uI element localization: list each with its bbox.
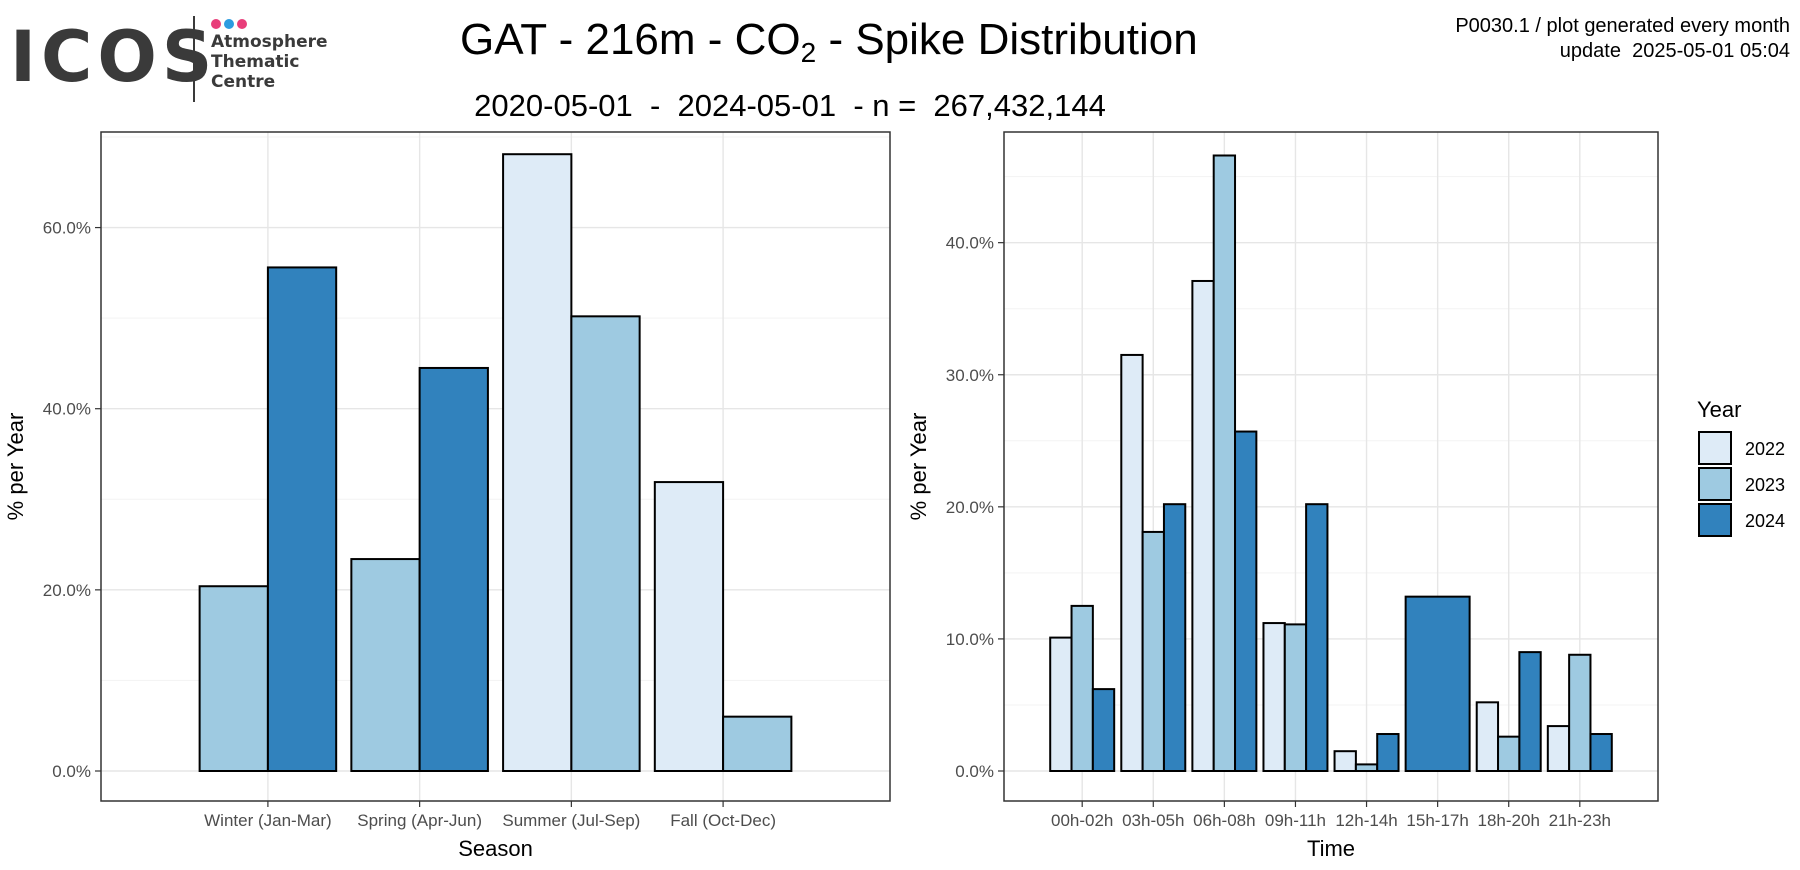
x-tick-label: Fall (Oct-Dec) xyxy=(670,811,776,830)
x-tick-label: Winter (Jan-Mar) xyxy=(204,811,332,830)
chart-title: GAT - 216m - CO2 - Spike Distribution xyxy=(460,15,1198,68)
panel-border xyxy=(100,131,891,802)
legend-title: Year xyxy=(1697,397,1741,422)
y-tick-label: 20.0% xyxy=(946,498,994,517)
bar-2023 xyxy=(350,558,421,773)
bar-2022 xyxy=(1546,725,1571,773)
chart-subtitle: 2020-05-01 - 2024-05-01 - n = 267,432,14… xyxy=(474,88,1106,123)
logo-divider xyxy=(193,16,195,102)
logo-dot xyxy=(211,19,221,29)
x-tick-label: 18h-20h xyxy=(1478,811,1540,830)
bar-2023 xyxy=(1070,604,1094,772)
bar-2024 xyxy=(266,266,338,772)
logo-text: Atmosphere Thematic Centre xyxy=(211,32,328,92)
icos-logo: ICOS Atmosphere Thematic Centre xyxy=(10,14,328,104)
chart-title-subscript: 2 xyxy=(800,37,817,68)
bar-2022 xyxy=(1333,750,1357,772)
bar-2023 xyxy=(1497,735,1521,772)
y-tick-label: 60.0% xyxy=(43,219,91,238)
x-tick-label: 00h-02h xyxy=(1051,811,1113,830)
legend-swatch xyxy=(1698,467,1732,501)
plot-meta: P0030.1 / plot generated every month upda… xyxy=(1455,14,1790,64)
chart-panel-2: 0.0% 10.0% 20.0% 30.0% 40.0% 00h-02h 03h-05h 06… xyxy=(906,131,1659,861)
x-axis-title: Time xyxy=(1307,836,1355,861)
logo-dot xyxy=(224,19,234,29)
y-tick-label: 10.0% xyxy=(946,630,994,649)
bar-2022 xyxy=(1049,636,1073,772)
x-tick-label: 15h-17h xyxy=(1406,811,1468,830)
chart-title-suffix: - Spike Distribution xyxy=(816,15,1198,64)
chart-panel-1: 0.0% 20.0% 40.0% 60.0% Winter (Jan-Mar) Sprin… xyxy=(3,131,891,861)
legend-label: 2024 xyxy=(1745,511,1785,531)
legend-label: 2022 xyxy=(1745,439,1785,459)
x-tick-label: 09h-11h xyxy=(1265,811,1326,830)
logo-dots xyxy=(211,16,250,29)
bar-2023 xyxy=(1283,623,1308,773)
legend-swatch xyxy=(1698,503,1732,537)
bar-2024 xyxy=(1518,651,1542,772)
y-tick-label: 30.0% xyxy=(946,366,994,385)
plot-meta-line: P0030.1 / plot generated every month xyxy=(1455,15,1790,37)
x-tick-label: Spring (Apr-Jun) xyxy=(357,811,482,830)
y-axis-title: % per Year xyxy=(3,413,28,521)
x-axis-title: Season xyxy=(458,836,533,861)
logo-line: Atmosphere xyxy=(211,32,328,52)
bar-2022 xyxy=(1120,353,1144,772)
panel-border xyxy=(1003,131,1659,802)
chart-title-prefix: GAT - 216m - CO xyxy=(460,15,801,64)
legend-swatch xyxy=(1698,431,1732,465)
bar-2024 xyxy=(1162,503,1187,772)
logo-line: Centre xyxy=(211,72,276,92)
bar-2023 xyxy=(1568,653,1592,772)
y-axis-title: % per Year xyxy=(906,413,931,521)
bar-2022 xyxy=(1191,279,1215,772)
x-tick-label: 03h-05h xyxy=(1122,811,1184,830)
bar-2022 xyxy=(1475,701,1500,772)
bar-2023 xyxy=(1141,530,1165,772)
bar-2023 xyxy=(1354,763,1379,772)
bar-2024 xyxy=(418,366,489,772)
logo-wordmark: ICOS xyxy=(10,16,218,98)
bar-2024 xyxy=(1305,503,1329,772)
x-tick-label: 06h-08h xyxy=(1193,811,1255,830)
legend-label: 2023 xyxy=(1745,475,1785,495)
logo-dot xyxy=(237,19,247,29)
bar-2022 xyxy=(1262,622,1286,772)
bar-2023 xyxy=(198,585,269,773)
bar-2022 xyxy=(502,153,573,773)
x-tick-label: 21h-23h xyxy=(1549,811,1611,830)
bar-2024 xyxy=(1589,733,1613,772)
bar-2022 xyxy=(653,481,725,772)
logo-line: Thematic xyxy=(211,52,300,72)
y-tick-label: 0.0% xyxy=(52,762,91,781)
bar-2023 xyxy=(722,715,793,773)
bar-2023 xyxy=(570,315,641,772)
bar-2024 xyxy=(1234,430,1258,772)
bar-2024 xyxy=(1404,595,1471,773)
bar-2024 xyxy=(1091,688,1116,773)
plot-update-line: update 2025-05-01 05:04 xyxy=(1559,40,1790,62)
bar-2024 xyxy=(1376,733,1400,772)
y-tick-label: 40.0% xyxy=(946,234,994,253)
x-tick-label: 12h-14h xyxy=(1335,811,1397,830)
bar-2023 xyxy=(1212,154,1237,773)
y-tick-label: 40.0% xyxy=(43,400,91,419)
x-tick-label: Summer (Jul-Sep) xyxy=(502,811,640,830)
y-tick-label: 20.0% xyxy=(43,581,91,600)
y-tick-label: 0.0% xyxy=(955,762,994,781)
